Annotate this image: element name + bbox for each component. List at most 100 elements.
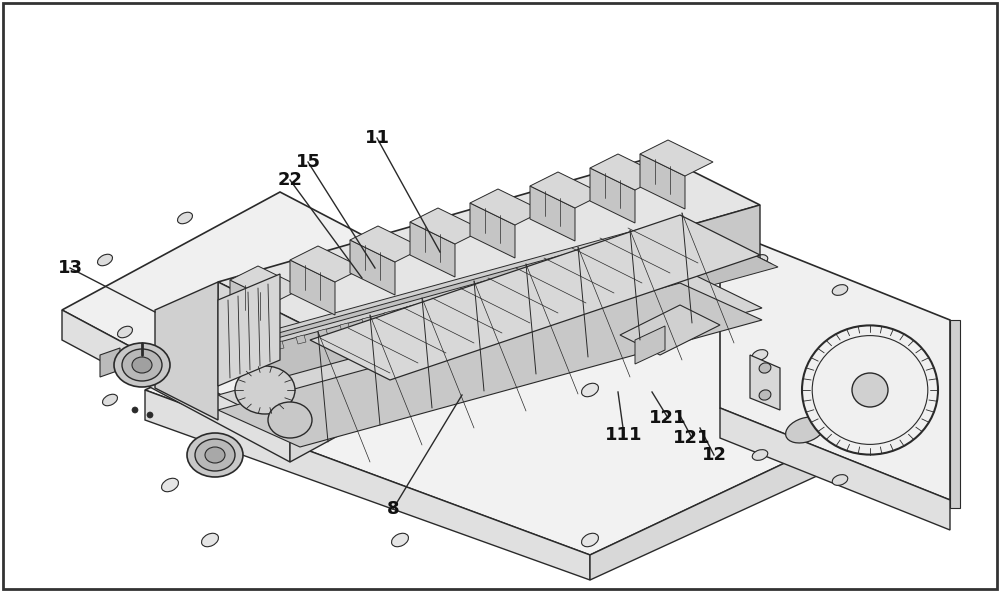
Text: 13: 13: [58, 259, 82, 277]
Ellipse shape: [205, 447, 225, 463]
Polygon shape: [410, 222, 455, 277]
Polygon shape: [350, 226, 423, 262]
Ellipse shape: [193, 374, 207, 386]
Polygon shape: [218, 282, 318, 395]
Ellipse shape: [752, 255, 768, 265]
Ellipse shape: [157, 338, 173, 352]
Ellipse shape: [118, 326, 132, 338]
Text: 15: 15: [296, 153, 320, 171]
Polygon shape: [560, 263, 570, 272]
Polygon shape: [450, 293, 460, 302]
Polygon shape: [406, 305, 416, 314]
Ellipse shape: [132, 357, 152, 373]
Polygon shape: [224, 221, 766, 388]
Polygon shape: [720, 228, 950, 500]
Ellipse shape: [195, 439, 235, 471]
Polygon shape: [750, 355, 780, 410]
Polygon shape: [62, 192, 510, 432]
Polygon shape: [384, 311, 394, 320]
Polygon shape: [100, 348, 120, 377]
Polygon shape: [640, 154, 685, 209]
Polygon shape: [350, 240, 395, 295]
Polygon shape: [230, 224, 772, 391]
Polygon shape: [290, 260, 335, 315]
Polygon shape: [218, 218, 760, 385]
Text: 22: 22: [278, 171, 302, 189]
Ellipse shape: [802, 326, 938, 455]
Text: 121: 121: [649, 409, 687, 427]
Polygon shape: [310, 215, 760, 380]
Ellipse shape: [162, 478, 178, 492]
Polygon shape: [582, 257, 592, 266]
Polygon shape: [230, 353, 240, 362]
Ellipse shape: [392, 533, 408, 547]
Text: 111: 111: [605, 426, 643, 444]
Ellipse shape: [122, 349, 162, 381]
Polygon shape: [318, 329, 328, 338]
Polygon shape: [538, 269, 548, 278]
Ellipse shape: [752, 350, 768, 361]
Ellipse shape: [759, 390, 771, 400]
Polygon shape: [470, 189, 543, 225]
Ellipse shape: [178, 213, 192, 224]
Ellipse shape: [832, 475, 848, 485]
Circle shape: [132, 407, 138, 413]
Polygon shape: [590, 385, 950, 580]
Polygon shape: [155, 282, 218, 420]
Polygon shape: [274, 341, 284, 350]
Polygon shape: [590, 154, 663, 190]
Polygon shape: [362, 317, 372, 326]
Polygon shape: [290, 246, 363, 282]
Ellipse shape: [268, 402, 312, 438]
Polygon shape: [640, 140, 713, 176]
Polygon shape: [530, 172, 603, 208]
Ellipse shape: [582, 383, 598, 397]
Polygon shape: [340, 323, 350, 332]
Ellipse shape: [832, 379, 848, 390]
Polygon shape: [218, 283, 762, 447]
Ellipse shape: [582, 533, 598, 547]
Polygon shape: [494, 281, 504, 290]
Polygon shape: [145, 225, 950, 555]
Polygon shape: [590, 168, 635, 223]
Polygon shape: [290, 312, 510, 462]
Polygon shape: [720, 408, 950, 530]
Polygon shape: [296, 335, 306, 344]
Polygon shape: [648, 239, 658, 248]
Polygon shape: [472, 287, 482, 296]
Ellipse shape: [852, 373, 888, 407]
Polygon shape: [236, 227, 778, 394]
Polygon shape: [318, 205, 760, 395]
Polygon shape: [950, 320, 960, 508]
Ellipse shape: [235, 366, 295, 414]
Ellipse shape: [202, 533, 218, 547]
Polygon shape: [218, 155, 760, 332]
Ellipse shape: [752, 450, 768, 461]
Ellipse shape: [187, 433, 243, 477]
Ellipse shape: [759, 363, 771, 373]
Polygon shape: [604, 251, 614, 260]
Text: 8: 8: [387, 500, 399, 518]
Polygon shape: [252, 347, 262, 356]
Polygon shape: [218, 274, 280, 386]
Ellipse shape: [786, 417, 824, 443]
Polygon shape: [62, 310, 290, 462]
Polygon shape: [428, 299, 438, 308]
Polygon shape: [470, 203, 515, 258]
Ellipse shape: [98, 254, 112, 266]
Polygon shape: [410, 208, 483, 244]
Polygon shape: [230, 266, 303, 302]
Ellipse shape: [103, 394, 117, 406]
Text: 12: 12: [702, 446, 726, 464]
Circle shape: [147, 412, 153, 418]
Polygon shape: [230, 280, 275, 335]
Polygon shape: [145, 390, 590, 580]
Polygon shape: [635, 326, 665, 364]
Polygon shape: [516, 275, 526, 284]
Polygon shape: [530, 186, 575, 241]
Text: 11: 11: [364, 129, 390, 147]
Polygon shape: [626, 245, 636, 254]
Text: 121: 121: [673, 429, 711, 447]
Ellipse shape: [114, 343, 170, 387]
Ellipse shape: [832, 285, 848, 295]
